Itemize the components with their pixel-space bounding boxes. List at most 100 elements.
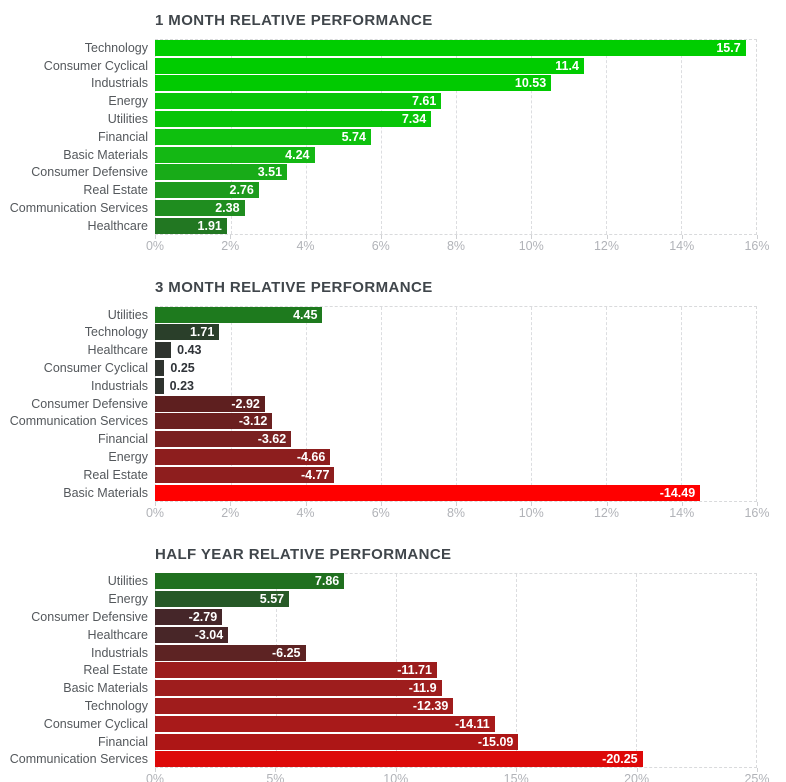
category-label: Financial <box>97 734 148 749</box>
bar-zone: 0.23 <box>155 377 757 394</box>
bar-zone: -4.77 <box>155 466 757 483</box>
x-axis: 0% 5% 10% 15% 20% 25% <box>146 768 770 782</box>
axis-tick-mark <box>380 234 382 239</box>
chart-row: Financial -3.62 <box>0 430 786 448</box>
axis-tick-mark <box>757 234 758 239</box>
axis-tick-mark <box>230 234 232 239</box>
chart-row: Communication Services 2.38 <box>0 199 786 217</box>
bar-zone: -3.62 <box>155 431 757 448</box>
x-tick-label: 10% <box>518 238 544 253</box>
chart-row: Consumer Cyclical -14.11 <box>0 715 786 733</box>
x-tick-label: 25% <box>744 772 770 782</box>
axis-tick-mark <box>155 234 156 239</box>
chart-row: Consumer Cyclical 0.25 <box>0 359 786 377</box>
chart-row: Utilities 7.34 <box>0 110 786 128</box>
bar: -2.79 <box>155 609 223 626</box>
chart-row: Basic Materials -11.9 <box>0 679 786 697</box>
gridline <box>516 573 517 768</box>
charts-root: 1 MONTH RELATIVE PERFORMANCE Technology 1… <box>0 12 786 782</box>
bar-zone: -14.49 <box>155 484 757 501</box>
axis-tick-mark <box>155 768 156 773</box>
bar-zone: 7.86 <box>155 573 757 590</box>
bar: 4.45 <box>155 306 323 323</box>
chart-title: 1 MONTH RELATIVE PERFORMANCE <box>155 12 433 29</box>
gridline <box>606 306 607 501</box>
category-label: Basic Materials <box>63 681 148 696</box>
x-tick-label: 2% <box>221 505 240 520</box>
bar-zone: 3.51 <box>155 164 757 181</box>
gridline <box>636 573 637 768</box>
x-tick-label: 14% <box>669 238 695 253</box>
axis-tick-mark <box>230 501 232 506</box>
x-axis: 0% 2% 4% 6% 8% 10% 12% 14% 16% <box>146 501 770 522</box>
gridline <box>531 40 532 234</box>
chart-block: HALF YEAR RELATIVE PERFORMANCE Utilities… <box>0 546 786 782</box>
x-tick-label: 0% <box>145 238 165 253</box>
chart-row: Utilities 7.86 <box>0 573 786 591</box>
bar: 4.24 <box>155 146 315 163</box>
chart-row: Basic Materials 4.24 <box>0 146 786 164</box>
axis-tick-mark <box>636 768 638 773</box>
x-tick-label: 12% <box>593 238 620 253</box>
category-label: Technology <box>84 325 148 340</box>
chart-row: Energy -4.66 <box>0 448 786 466</box>
bar: -3.12 <box>155 413 273 430</box>
bar-zone: 15.7 <box>155 39 757 56</box>
chart-row: Financial 5.74 <box>0 128 786 146</box>
chart-row: Technology 1.71 <box>0 324 786 342</box>
axis-tick-mark <box>516 768 518 773</box>
bar-value-label: -2.79 <box>188 610 218 625</box>
chart-row: Consumer Defensive 3.51 <box>0 164 786 182</box>
x-tick-label: 5% <box>266 772 285 782</box>
x-tick-label: 16% <box>744 238 770 253</box>
bar: -6.25 <box>155 644 306 661</box>
bar-zone: 4.24 <box>155 146 757 163</box>
axis-tick-mark <box>757 768 758 773</box>
bar-zone: 4.45 <box>155 306 757 323</box>
chart-row: Healthcare 1.91 <box>0 217 786 235</box>
category-label: Financial <box>97 129 148 144</box>
bar-value-label: 4.45 <box>293 307 318 322</box>
bar-zone: -2.92 <box>155 395 757 412</box>
bar-value-label: 15.7 <box>716 40 741 55</box>
axis-tick-mark <box>757 501 758 506</box>
bar: 10.53 <box>155 75 552 92</box>
category-label: Real Estate <box>83 183 148 198</box>
bar-zone: 7.61 <box>155 93 757 110</box>
chart-body: Technology 15.7 Consumer Cyclical 11.4 Indus… <box>0 39 786 235</box>
bar <box>155 360 165 377</box>
x-tick-label: 20% <box>624 772 650 782</box>
bar-zone: -15.09 <box>155 733 757 750</box>
bar-zone: 5.57 <box>155 591 757 608</box>
bar-value-label: -15.09 <box>477 734 514 749</box>
gridline <box>681 40 682 234</box>
x-tick-label: 10% <box>383 772 409 782</box>
chart-row: Communication Services -3.12 <box>0 413 786 431</box>
category-label: Consumer Cyclical <box>43 716 148 731</box>
bar: 7.86 <box>155 573 345 590</box>
bar-value-label: 0.43 <box>177 343 202 358</box>
category-label: Industrials <box>91 645 148 660</box>
chart-row: Real Estate -4.77 <box>0 466 786 484</box>
bar-value-label: 5.74 <box>341 129 366 144</box>
gridline <box>456 306 457 501</box>
category-label: Healthcare <box>87 343 148 358</box>
chart-row: Communication Services -20.25 <box>0 751 786 769</box>
bar-value-label: -14.49 <box>659 485 696 500</box>
chart-row: Energy 7.61 <box>0 92 786 110</box>
category-label: Communication Services <box>9 752 148 767</box>
bar-value-label: -3.04 <box>194 627 224 642</box>
bar-zone: -4.66 <box>155 449 757 466</box>
gridline <box>681 306 682 501</box>
chart-row: Real Estate -11.71 <box>0 662 786 680</box>
bar-value-label: -11.9 <box>408 681 437 696</box>
bar-value-label: -12.39 <box>412 699 449 713</box>
bar-zone: 1.71 <box>155 324 757 341</box>
category-label: Healthcare <box>87 627 148 642</box>
x-tick-label: 14% <box>669 505 695 520</box>
category-label: Real Estate <box>83 467 148 482</box>
category-label: Utilities <box>107 574 148 589</box>
gridline <box>381 306 382 501</box>
bar: -3.62 <box>155 431 292 448</box>
x-tick-label: 6% <box>371 238 390 253</box>
